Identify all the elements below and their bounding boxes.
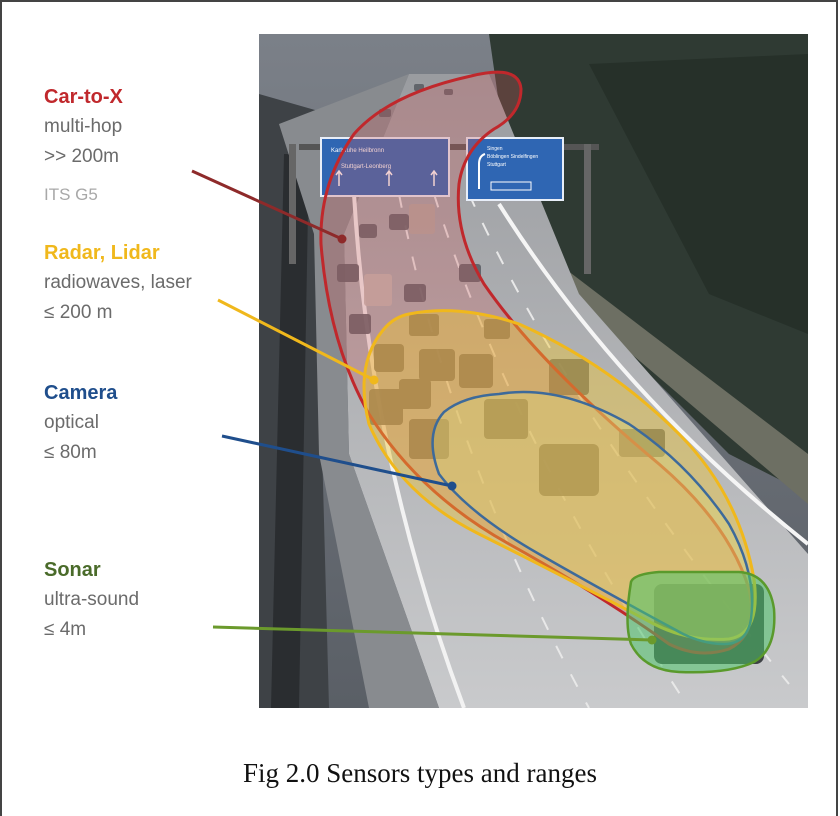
svg-text:Stuttgart-Leonberg: Stuttgart-Leonberg	[341, 164, 391, 170]
label-camera: Camera optical ≤ 80m	[44, 378, 117, 468]
figure-caption: Fig 2.0 Sensors types and ranges	[243, 758, 597, 788]
highway-photo: Karlsruhe Heilbronn Stuttgart-Leonberg S…	[259, 34, 808, 708]
svg-text:Böblingen Sindelfingen: Böblingen Sindelfingen	[487, 154, 538, 160]
svg-text:Karlsruhe Heilbronn: Karlsruhe Heilbronn	[331, 148, 384, 154]
svg-text:Stuttgart: Stuttgart	[487, 162, 507, 168]
radar-lidar-range: ≤ 200 m	[44, 302, 113, 323]
label-sonar: Sonar ultra-sound ≤ 4m	[44, 555, 139, 645]
svg-text:Singen: Singen	[487, 146, 503, 152]
sonar-type: ultra-sound	[44, 589, 140, 610]
car-to-x-range: >> 200m	[44, 146, 119, 167]
car-to-x-standard: ITS G5	[44, 185, 98, 204]
sonar-range: ≤ 4m	[44, 619, 87, 640]
car-to-x-title: Car-to-X	[44, 86, 123, 108]
camera-type: optical	[44, 412, 99, 433]
label-car-to-x: Car-to-X multi-hop >> 200m ITS G5	[44, 82, 123, 210]
label-radar-lidar: Radar, Lidar radiowaves, laser ≤ 200 m	[44, 238, 192, 328]
car-to-x-type: multi-hop	[44, 116, 123, 137]
camera-title: Camera	[44, 382, 118, 404]
radar-lidar-type: radiowaves, laser	[44, 272, 192, 293]
radar-lidar-title: Radar, Lidar	[44, 242, 160, 264]
camera-range: ≤ 80m	[44, 442, 97, 463]
sonar-title: Sonar	[44, 559, 101, 581]
